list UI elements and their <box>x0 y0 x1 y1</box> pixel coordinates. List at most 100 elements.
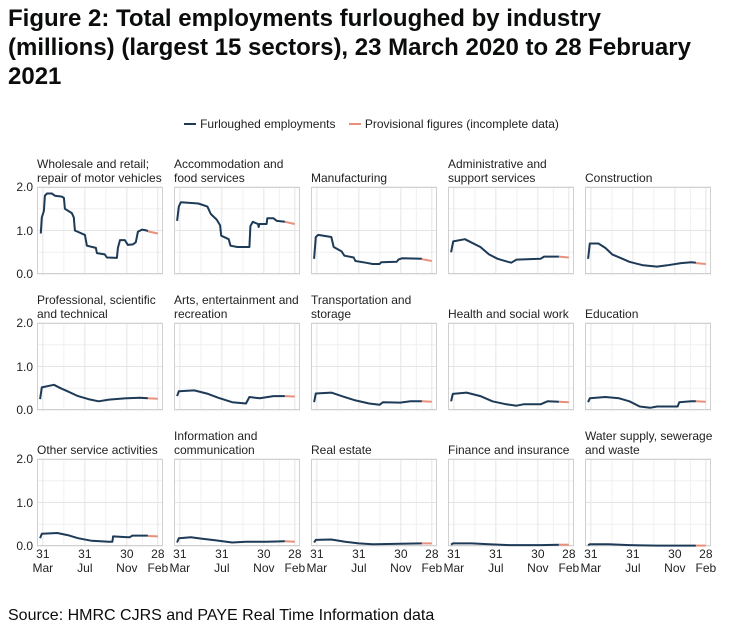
series-provisional-line <box>421 258 432 262</box>
series-furloughed-line <box>176 536 285 544</box>
panel-title: Wholesale and retail; repair of motor ve… <box>37 157 162 185</box>
chart-title: Figure 2: Total employments furloughed b… <box>8 5 691 90</box>
panel-border <box>311 187 437 274</box>
x-tick-label: 30 Nov <box>253 547 275 575</box>
x-tick-label: 31 Jul <box>351 547 367 575</box>
y-tick-label: 0.0 <box>16 539 33 553</box>
x-tick-label: 28 Feb <box>558 547 580 575</box>
panel-title: Construction <box>585 171 653 185</box>
series-furloughed-line <box>39 192 149 259</box>
panel-border <box>174 323 300 410</box>
panel-title: Other service activities <box>37 443 158 457</box>
legend-label-provisional: Provisional figures (incomplete data) <box>364 116 559 131</box>
series-provisional-line <box>284 540 295 543</box>
series-furloughed-line <box>587 543 696 547</box>
legend-swatch-provisional <box>348 122 361 125</box>
x-tick-label: 31 Jul <box>625 547 641 575</box>
series-provisional-line <box>695 262 706 265</box>
panel-border <box>174 187 300 274</box>
series-furloughed-line <box>176 389 285 405</box>
series-furloughed-line <box>450 238 559 264</box>
x-tick-label: 31 Jul <box>214 547 230 575</box>
panel-plot <box>448 186 574 275</box>
panel-title: Finance and insurance <box>448 443 570 457</box>
panel-plot <box>448 322 574 411</box>
panel-border <box>585 323 711 410</box>
series-provisional-line <box>284 220 296 225</box>
panel-title: Administrative and support services <box>448 157 547 185</box>
x-tick-label: 31 Jul <box>488 547 504 575</box>
y-tick-label: 0.0 <box>16 403 33 417</box>
x-tick-label: 31 Mar <box>32 547 54 575</box>
x-tick-label: 28 Feb <box>147 547 169 575</box>
panel-title: Health and social work <box>448 307 569 321</box>
panel-plot <box>311 186 437 275</box>
panel-title: Water supply, sewerage and waste <box>585 429 713 457</box>
panel-plot <box>585 186 711 275</box>
panel-border <box>448 323 574 410</box>
x-tick-label: 31 Jul <box>77 547 93 575</box>
y-tick-label: 2.0 <box>16 452 33 466</box>
series-furloughed-line <box>450 391 559 407</box>
panel-border <box>585 187 711 274</box>
panel-plot <box>174 322 300 411</box>
y-tick-label: 1.0 <box>16 495 33 510</box>
panel-plot <box>37 186 163 275</box>
panel-border <box>448 187 574 274</box>
panel-plot <box>37 322 163 411</box>
panel-title: Accommodation and food services <box>174 157 284 185</box>
panel-plot <box>174 186 300 275</box>
panel-plot <box>448 458 574 547</box>
y-tick-label: 1.0 <box>16 359 33 374</box>
panel-title: Real estate <box>311 443 372 457</box>
series-furloughed-line <box>39 383 148 403</box>
x-tick-label: 31 Mar <box>443 547 465 575</box>
panel-border <box>311 323 437 410</box>
legend: Furloughed employments Provisional figur… <box>0 116 733 131</box>
series-furloughed-line <box>450 542 559 547</box>
series-furloughed-line <box>313 538 422 546</box>
x-tick-label: 28 Feb <box>284 547 306 575</box>
panel-border <box>37 187 163 274</box>
panel-border <box>311 459 437 546</box>
x-tick-label: 30 Nov <box>527 547 549 575</box>
x-tick-label: 31 Mar <box>580 547 602 575</box>
panel-plot <box>585 322 711 411</box>
series-furloughed-line <box>39 532 148 543</box>
panel-plot <box>311 322 437 411</box>
x-tick-label: 31 Mar <box>306 547 328 575</box>
panel-border <box>37 459 163 546</box>
x-tick-label: 31 Mar <box>169 547 191 575</box>
series-furloughed-line <box>587 242 696 268</box>
series-provisional-line <box>558 400 569 404</box>
series-furloughed-line <box>176 201 286 248</box>
series-furloughed-line <box>587 396 696 409</box>
source-note: Source: HMRC CJRS and PAYE Real Time Inf… <box>8 607 435 624</box>
y-tick-label: 2.0 <box>16 180 33 194</box>
x-tick-label: 28 Feb <box>421 547 443 575</box>
panel-title: Manufacturing <box>311 171 388 185</box>
panel-plot <box>37 458 163 547</box>
panel-title: Arts, entertainment and recreation <box>174 293 299 321</box>
panel-plot <box>585 458 711 547</box>
panel-title: Transportation and storage <box>311 293 412 321</box>
x-tick-label: 30 Nov <box>116 547 138 575</box>
y-tick-label: 2.0 <box>16 316 33 330</box>
panel-border <box>37 323 163 410</box>
series-furloughed-line <box>313 391 422 406</box>
panel-plot <box>311 458 437 547</box>
legend-label-main: Furloughed employments <box>200 116 336 131</box>
legend-swatch-main <box>184 122 197 125</box>
panel-title: Education <box>585 307 639 321</box>
series-provisional-line <box>558 255 569 259</box>
panel-border <box>174 459 300 546</box>
x-tick-label: 28 Feb <box>695 547 717 575</box>
panel-title: Professional, scientific and technical <box>37 293 156 321</box>
panel-title: Information and communication <box>174 429 258 457</box>
series-provisional-line <box>147 230 159 235</box>
panel-plot <box>174 458 300 547</box>
series-furloughed-line <box>313 233 422 265</box>
y-tick-label: 0.0 <box>16 267 33 281</box>
x-tick-label: 30 Nov <box>664 547 686 575</box>
